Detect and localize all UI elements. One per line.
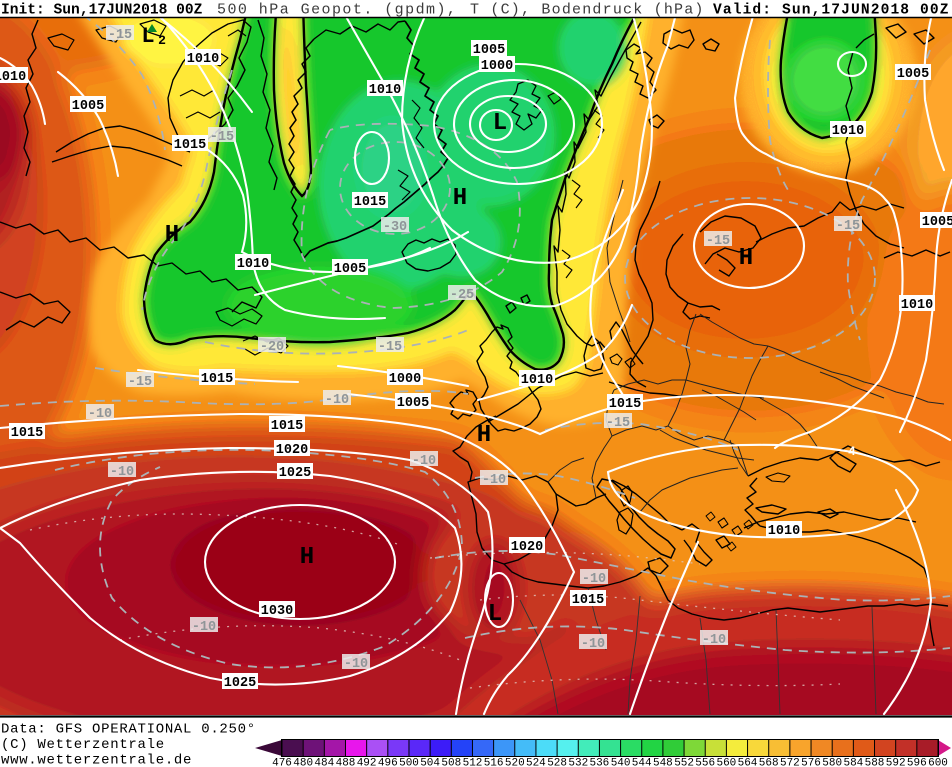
svg-text:-10: -10 xyxy=(482,473,506,488)
svg-text:T (C), Bodendruck (hPa): T (C), Bodendruck (hPa) xyxy=(470,2,705,19)
svg-text:2: 2 xyxy=(158,33,166,48)
svg-text:492: 492 xyxy=(357,758,377,767)
svg-text:-30: -30 xyxy=(383,220,407,235)
svg-text:596: 596 xyxy=(907,758,927,767)
svg-text:H: H xyxy=(477,422,491,449)
svg-text:Valid: Sun,17JUN2018 00Z: Valid: Sun,17JUN2018 00Z xyxy=(713,3,950,19)
svg-text:520: 520 xyxy=(505,758,525,767)
svg-text:488: 488 xyxy=(336,758,356,767)
svg-text:588: 588 xyxy=(865,758,885,767)
svg-text:1010: 1010 xyxy=(237,257,269,272)
svg-text:576: 576 xyxy=(801,758,821,767)
svg-text:1005: 1005 xyxy=(72,99,104,114)
svg-text:1025: 1025 xyxy=(279,466,311,481)
svg-text:1010: 1010 xyxy=(901,298,933,313)
svg-text:L: L xyxy=(493,110,507,137)
svg-text:1010: 1010 xyxy=(521,373,553,388)
svg-text:496: 496 xyxy=(378,758,398,767)
svg-text:Init: Sun,17JUN2018 00Z: Init: Sun,17JUN2018 00Z xyxy=(1,3,203,19)
svg-text:-10: -10 xyxy=(110,465,134,480)
svg-text:-10: -10 xyxy=(344,657,368,672)
svg-text:1005: 1005 xyxy=(473,43,505,58)
svg-text:528: 528 xyxy=(547,758,567,767)
svg-text:592: 592 xyxy=(886,758,906,767)
svg-text:512: 512 xyxy=(463,758,483,767)
svg-text:-15: -15 xyxy=(128,375,152,390)
svg-text:-15: -15 xyxy=(706,234,730,249)
svg-text:1015: 1015 xyxy=(354,195,386,210)
svg-text:1000: 1000 xyxy=(389,372,421,387)
svg-text:600: 600 xyxy=(928,758,948,767)
svg-text:480: 480 xyxy=(293,758,313,767)
svg-text:500 hPa Geopot. (gpdm),: 500 hPa Geopot. (gpdm), xyxy=(217,2,457,19)
svg-text:1005: 1005 xyxy=(922,215,952,230)
svg-text:1005: 1005 xyxy=(334,262,366,277)
svg-text:1015: 1015 xyxy=(572,593,604,608)
svg-text:-10: -10 xyxy=(325,393,349,408)
svg-text:1015: 1015 xyxy=(271,419,303,434)
svg-text:1030: 1030 xyxy=(261,604,293,619)
svg-text:1010: 1010 xyxy=(832,124,864,139)
svg-text:560: 560 xyxy=(716,758,736,767)
svg-text:524: 524 xyxy=(526,758,546,767)
svg-text:584: 584 xyxy=(843,758,863,767)
svg-text:504: 504 xyxy=(420,758,440,767)
svg-text:-10: -10 xyxy=(702,633,726,648)
svg-text:536: 536 xyxy=(589,758,609,767)
svg-text:1010: 1010 xyxy=(0,70,26,85)
svg-text:516: 516 xyxy=(484,758,504,767)
svg-text:1010: 1010 xyxy=(369,83,401,98)
svg-text:1020: 1020 xyxy=(511,540,543,555)
svg-text:540: 540 xyxy=(611,758,631,767)
svg-text:-15: -15 xyxy=(210,130,234,145)
svg-text:1015: 1015 xyxy=(201,372,233,387)
svg-text:-15: -15 xyxy=(836,219,860,234)
svg-text:L: L xyxy=(488,601,502,628)
svg-text:1015: 1015 xyxy=(11,426,43,441)
svg-text:1005: 1005 xyxy=(397,396,429,411)
svg-text:572: 572 xyxy=(780,758,800,767)
svg-text:1010: 1010 xyxy=(187,52,219,67)
svg-text:544: 544 xyxy=(632,758,652,767)
svg-text:532: 532 xyxy=(568,758,588,767)
svg-text:-15: -15 xyxy=(108,28,132,43)
svg-text:(C) Wetterzentrale: (C) Wetterzentrale xyxy=(1,737,165,753)
svg-text:556: 556 xyxy=(695,758,715,767)
svg-text:1005: 1005 xyxy=(897,67,929,82)
svg-text:552: 552 xyxy=(674,758,694,767)
svg-text:www.wetterzentrale.de: www.wetterzentrale.de xyxy=(1,753,192,767)
svg-text:-15: -15 xyxy=(378,340,402,355)
svg-text:1025: 1025 xyxy=(224,676,256,691)
svg-text:484: 484 xyxy=(314,758,334,767)
svg-text:580: 580 xyxy=(822,758,842,767)
svg-text:-10: -10 xyxy=(412,454,436,469)
svg-text:H: H xyxy=(165,222,179,249)
svg-text:548: 548 xyxy=(653,758,673,767)
svg-text:-10: -10 xyxy=(88,407,112,422)
svg-text:508: 508 xyxy=(441,758,461,767)
svg-text:1015: 1015 xyxy=(609,397,641,412)
svg-text:564: 564 xyxy=(738,758,758,767)
svg-text:-20: -20 xyxy=(260,340,284,355)
svg-text:568: 568 xyxy=(759,758,779,767)
svg-text:1015: 1015 xyxy=(174,138,206,153)
svg-text:H: H xyxy=(453,185,467,212)
svg-text:-15: -15 xyxy=(606,416,630,431)
svg-text:-25: -25 xyxy=(450,288,474,303)
svg-text:H: H xyxy=(739,245,753,272)
svg-text:-10: -10 xyxy=(192,620,216,635)
svg-text:Data: GFS OPERATIONAL 0.250°: Data: GFS OPERATIONAL 0.250° xyxy=(1,722,256,738)
svg-text:500: 500 xyxy=(399,758,419,767)
svg-text:476: 476 xyxy=(272,758,292,767)
svg-text:-10: -10 xyxy=(582,572,606,587)
svg-text:H: H xyxy=(300,544,314,571)
svg-text:1010: 1010 xyxy=(768,524,800,539)
svg-text:1000: 1000 xyxy=(481,59,513,74)
svg-text:-10: -10 xyxy=(581,637,605,652)
svg-text:1020: 1020 xyxy=(276,443,308,458)
svg-text:4: 4 xyxy=(848,444,856,459)
